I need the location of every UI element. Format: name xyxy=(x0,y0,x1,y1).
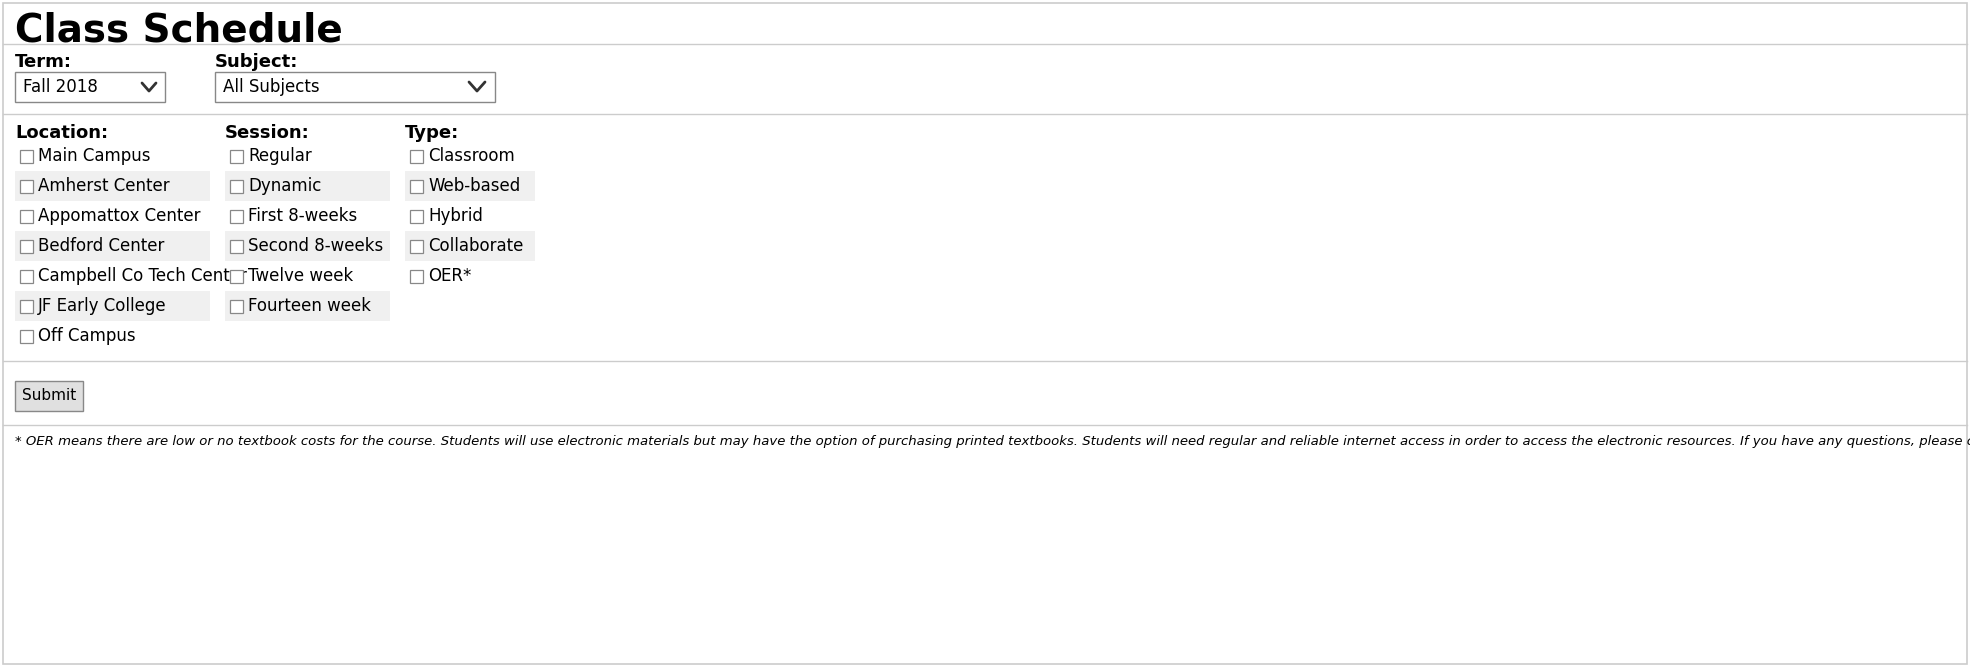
Text: Main Campus: Main Campus xyxy=(37,147,150,165)
Text: Classroom: Classroom xyxy=(427,147,514,165)
Text: All Subjects: All Subjects xyxy=(223,78,319,96)
Text: Fourteen week: Fourteen week xyxy=(248,297,370,315)
FancyBboxPatch shape xyxy=(410,269,424,283)
Text: Hybrid: Hybrid xyxy=(427,207,483,225)
FancyBboxPatch shape xyxy=(16,291,211,321)
Text: * OER means there are low or no textbook costs for the course. Students will use: * OER means there are low or no textbook… xyxy=(16,435,1970,448)
Text: Web-based: Web-based xyxy=(427,177,520,195)
FancyBboxPatch shape xyxy=(20,269,33,283)
FancyBboxPatch shape xyxy=(20,179,33,193)
FancyBboxPatch shape xyxy=(16,171,211,201)
FancyBboxPatch shape xyxy=(410,179,424,193)
FancyBboxPatch shape xyxy=(230,179,242,193)
Text: Location:: Location: xyxy=(16,124,108,142)
FancyBboxPatch shape xyxy=(16,72,165,102)
FancyBboxPatch shape xyxy=(410,149,424,163)
FancyBboxPatch shape xyxy=(230,209,242,223)
Text: First 8-weeks: First 8-weeks xyxy=(248,207,357,225)
FancyBboxPatch shape xyxy=(230,149,242,163)
Text: Subject:: Subject: xyxy=(215,53,297,71)
Text: Fall 2018: Fall 2018 xyxy=(24,78,99,96)
Text: Campbell Co Tech Center: Campbell Co Tech Center xyxy=(37,267,246,285)
FancyBboxPatch shape xyxy=(20,209,33,223)
FancyBboxPatch shape xyxy=(16,381,83,411)
FancyBboxPatch shape xyxy=(20,329,33,342)
FancyBboxPatch shape xyxy=(230,269,242,283)
FancyBboxPatch shape xyxy=(230,239,242,253)
Text: Dynamic: Dynamic xyxy=(248,177,321,195)
Text: Session:: Session: xyxy=(225,124,309,142)
FancyBboxPatch shape xyxy=(20,239,33,253)
FancyBboxPatch shape xyxy=(16,231,211,261)
FancyBboxPatch shape xyxy=(225,171,390,201)
FancyBboxPatch shape xyxy=(230,299,242,313)
FancyBboxPatch shape xyxy=(20,149,33,163)
FancyBboxPatch shape xyxy=(406,171,536,201)
Text: Class Schedule: Class Schedule xyxy=(16,12,343,50)
Text: Type:: Type: xyxy=(406,124,459,142)
Text: Submit: Submit xyxy=(22,388,77,404)
FancyBboxPatch shape xyxy=(410,239,424,253)
Text: OER*: OER* xyxy=(427,267,471,285)
FancyBboxPatch shape xyxy=(225,291,390,321)
Text: Second 8-weeks: Second 8-weeks xyxy=(248,237,384,255)
Text: Regular: Regular xyxy=(248,147,311,165)
FancyBboxPatch shape xyxy=(4,3,1966,664)
Text: JF Early College: JF Early College xyxy=(37,297,167,315)
Text: Off Campus: Off Campus xyxy=(37,327,136,345)
Text: Twelve week: Twelve week xyxy=(248,267,353,285)
Text: Term:: Term: xyxy=(16,53,73,71)
Text: Collaborate: Collaborate xyxy=(427,237,524,255)
FancyBboxPatch shape xyxy=(225,231,390,261)
FancyBboxPatch shape xyxy=(406,231,536,261)
FancyBboxPatch shape xyxy=(20,299,33,313)
Text: Bedford Center: Bedford Center xyxy=(37,237,164,255)
FancyBboxPatch shape xyxy=(410,209,424,223)
Text: Amherst Center: Amherst Center xyxy=(37,177,169,195)
Text: Appomattox Center: Appomattox Center xyxy=(37,207,201,225)
FancyBboxPatch shape xyxy=(215,72,494,102)
